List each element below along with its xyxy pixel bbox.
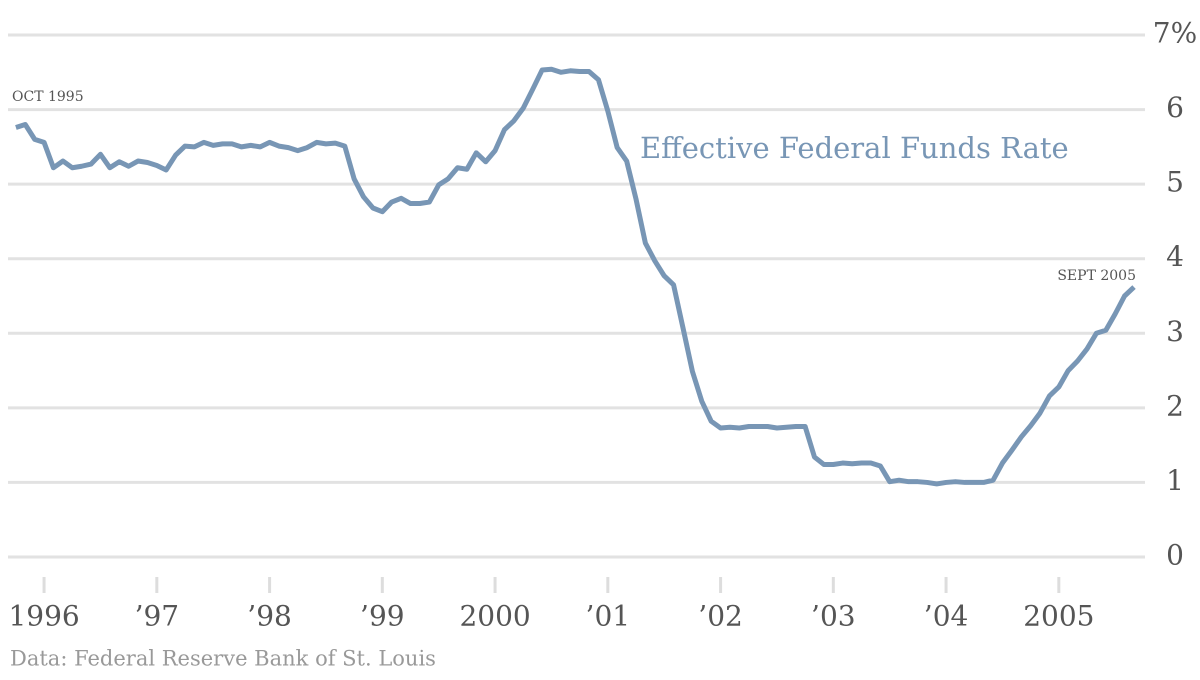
annotation: SEPT 2005 xyxy=(1057,268,1136,284)
x-tick-label: 2005 xyxy=(1023,600,1094,633)
y-tick-label: 3 xyxy=(1166,315,1184,348)
y-tick-label: 4 xyxy=(1166,240,1184,273)
series-label: Effective Federal Funds Rate xyxy=(640,131,1069,165)
line xyxy=(15,66,1136,487)
x-tick-label: ’03 xyxy=(811,600,856,633)
y-tick-label: 1 xyxy=(1166,464,1184,497)
x-tick-label: 2000 xyxy=(459,600,530,633)
x-tick-label: ’99 xyxy=(360,600,405,633)
y-tick-label: 2 xyxy=(1166,389,1184,422)
x-tick-label: ’02 xyxy=(698,600,743,633)
x-tick-label: ’01 xyxy=(586,600,631,633)
x-tick-label: ’04 xyxy=(924,600,969,633)
y-tick-label: 5 xyxy=(1166,166,1184,199)
x-tick-label: ’97 xyxy=(135,600,180,633)
annotation: OCT 1995 xyxy=(12,89,84,105)
y-tick-label: 6 xyxy=(1166,91,1184,124)
x-tick-label: ’98 xyxy=(247,600,292,633)
y-tick-label: 0 xyxy=(1166,539,1184,572)
x-tick-label: 1996 xyxy=(8,600,79,633)
source: Data: Federal Reserve Bank of St. Louis xyxy=(10,647,436,671)
y-tick-label: 7% xyxy=(1153,17,1197,50)
